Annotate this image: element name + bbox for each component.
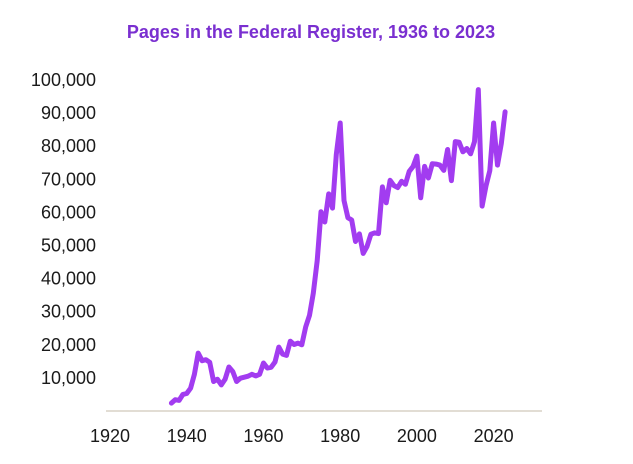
data-point — [476, 87, 481, 92]
x-tick-label: 1940 — [167, 426, 207, 446]
data-point — [411, 164, 416, 169]
x-tick-label: 1980 — [320, 426, 360, 446]
data-point — [334, 152, 339, 157]
data-point — [261, 361, 266, 366]
data-point — [330, 206, 335, 211]
data-point — [361, 251, 366, 256]
data-point — [192, 372, 197, 377]
data-point — [177, 398, 182, 403]
data-point — [449, 178, 454, 183]
data-point — [480, 204, 485, 209]
data-point — [276, 345, 281, 350]
data-point — [349, 218, 354, 223]
data-point — [468, 151, 473, 156]
data-point — [326, 191, 331, 196]
data-point — [303, 324, 308, 329]
data-point — [269, 365, 274, 370]
x-tick-label: 2000 — [397, 426, 437, 446]
data-point — [338, 121, 343, 126]
data-point — [484, 183, 489, 188]
data-point — [418, 195, 423, 200]
data-point — [226, 365, 231, 370]
y-tick-label: 90,000 — [41, 103, 96, 123]
data-point — [284, 353, 289, 358]
data-point — [223, 377, 228, 382]
y-tick-label: 100,000 — [31, 70, 96, 90]
data-point — [499, 141, 504, 146]
data-point — [445, 147, 450, 152]
data-point — [495, 163, 500, 168]
y-tick-label: 70,000 — [41, 169, 96, 189]
data-point — [457, 140, 462, 145]
x-tick-label: 1960 — [243, 426, 283, 446]
data-point — [437, 163, 442, 168]
data-point — [353, 239, 358, 244]
data-point — [207, 360, 212, 365]
data-point — [365, 244, 370, 249]
data-point — [491, 121, 496, 126]
data-point — [342, 198, 347, 203]
data-point — [315, 258, 320, 263]
y-axis-ticks: 10,000 20,000 30,000 40,000 50,000 60,000 70,0… — [31, 70, 96, 388]
data-point — [257, 372, 262, 377]
y-tick-label: 80,000 — [41, 136, 96, 156]
x-axis-ticks: 1920 1940 1960 1980 2000 2020 — [90, 426, 514, 446]
data-point — [384, 200, 389, 205]
y-tick-label: 20,000 — [41, 335, 96, 355]
data-point — [184, 391, 189, 396]
y-tick-label: 10,000 — [41, 368, 96, 388]
data-point — [487, 168, 492, 173]
data-point — [234, 379, 239, 384]
y-tick-label: 60,000 — [41, 202, 96, 222]
data-point — [503, 109, 508, 114]
data-point — [188, 386, 193, 391]
data-point — [299, 342, 304, 347]
data-point — [460, 149, 465, 154]
data-point — [322, 220, 327, 225]
data-point — [426, 176, 431, 181]
data-point — [307, 313, 312, 318]
data-point — [219, 382, 224, 387]
data-point — [357, 231, 362, 236]
data-point — [380, 184, 385, 189]
data-point — [311, 291, 316, 296]
data-point — [230, 369, 235, 374]
y-tick-label: 50,000 — [41, 236, 96, 256]
data-point — [196, 351, 201, 356]
data-point — [395, 185, 400, 190]
series-line-pages — [168, 87, 508, 406]
y-tick-label: 30,000 — [41, 302, 96, 322]
data-point — [403, 182, 408, 187]
data-point — [288, 339, 293, 344]
data-point — [441, 168, 446, 173]
data-point — [422, 164, 427, 169]
x-tick-label: 1920 — [90, 426, 130, 446]
data-point — [273, 360, 278, 365]
data-point — [407, 169, 412, 174]
x-tick-label: 2020 — [474, 426, 514, 446]
data-point — [414, 154, 419, 159]
data-point — [319, 209, 324, 214]
y-tick-label: 40,000 — [41, 269, 96, 289]
data-point — [464, 146, 469, 151]
chart-title: Pages in the Federal Register, 1936 to 2… — [127, 22, 495, 42]
data-point — [376, 231, 381, 236]
data-point — [169, 401, 174, 406]
data-point — [388, 178, 393, 183]
data-point — [472, 139, 477, 144]
data-point — [215, 377, 220, 382]
